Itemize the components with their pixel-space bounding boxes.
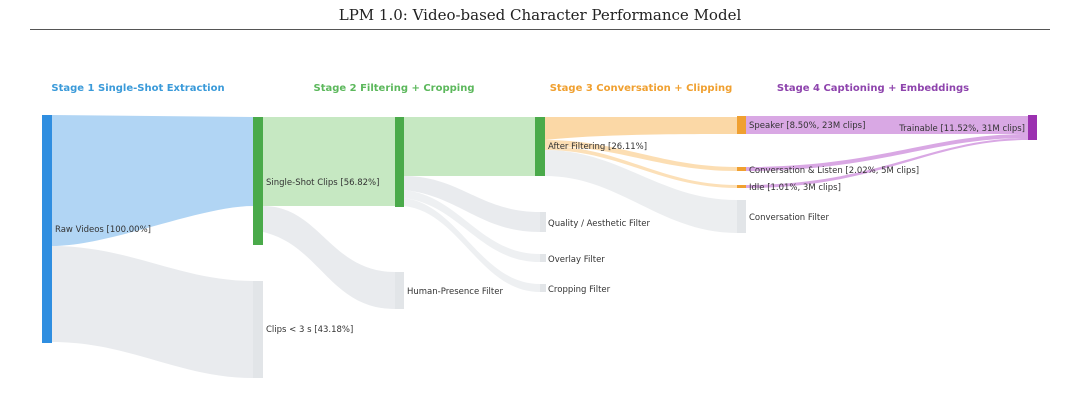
flow-after-filtering-to-idle: [545, 146, 737, 188]
flow-single-shot-to-human-presence: [263, 206, 395, 309]
label-conversation-filter: Conversation Filter: [749, 213, 829, 223]
label-single-shot-clips: Single-Shot Clips [56.82%]: [266, 178, 379, 188]
stage-1-label: Stage 1 Single-Shot Extraction: [51, 83, 224, 94]
node-clips-short: [253, 281, 263, 378]
flow-idle-to-trainable: [746, 138, 1028, 188]
flow-after-filtering-to-speaker: [545, 117, 737, 140]
label-speaker: Speaker [8.50%, 23M clips]: [749, 121, 865, 131]
stage-3-label: Stage 3 Conversation + Clipping: [550, 83, 733, 94]
node-overlay-filter: [540, 254, 546, 262]
node-after-filtering: [535, 117, 545, 176]
flow-filter-block-to-after-filtering: [404, 117, 535, 176]
node-conv-listen: [737, 167, 746, 171]
label-clips-short: Clips < 3 s [43.18%]: [266, 325, 353, 335]
label-cropping-filter: Cropping Filter: [548, 285, 611, 295]
flow-to-overlay-filter: [404, 190, 540, 262]
flow-after-filtering-to-conversation-filter: [545, 150, 737, 233]
flow-conv-listen-to-trainable: [746, 134, 1028, 171]
label-human-presence: Human-Presence Filter: [407, 287, 503, 297]
node-idle: [737, 185, 746, 188]
node-cropping-filter: [540, 284, 546, 292]
node-conversation-filter: [737, 200, 746, 233]
node-filter-block: [395, 117, 404, 207]
node-quality-filter: [540, 212, 546, 232]
flow-to-cropping-filter: [404, 198, 540, 292]
node-raw-videos: [42, 115, 52, 343]
label-trainable: Trainable [11.52%, 31M clips]: [898, 124, 1025, 134]
page-title: LPM 1.0: Video-based Character Performan…: [338, 6, 742, 24]
label-after-filtering: After Filtering [26.11%]: [548, 142, 647, 152]
node-trainable: [1028, 115, 1037, 140]
node-human-presence: [395, 272, 404, 309]
label-quality-filter: Quality / Aesthetic Filter: [548, 219, 651, 229]
node-speaker: [737, 116, 746, 134]
label-conv-listen: Conversation & Listen [2.02%, 5M clips]: [749, 166, 919, 176]
flow-to-quality-filter: [404, 176, 540, 232]
flow-raw-to-short-clips: [52, 246, 253, 378]
flow-speaker-to-trainable: [746, 116, 1028, 134]
stage-4-label: Stage 4 Captioning + Embeddings: [777, 83, 969, 94]
flow-after-filtering-to-conv-listen: [545, 140, 737, 171]
label-overlay-filter: Overlay Filter: [548, 255, 605, 265]
stage-2-label: Stage 2 Filtering + Cropping: [314, 83, 475, 94]
flow-raw-to-single-shot: [52, 115, 253, 246]
label-raw-videos: Raw Videos [100.00%]: [55, 225, 151, 235]
flow-single-shot-to-filter-block: [263, 117, 395, 206]
title-divider: [30, 29, 1050, 30]
label-idle: Idle [1.01%, 3M clips]: [749, 183, 841, 193]
node-single-shot-clips: [253, 117, 263, 245]
